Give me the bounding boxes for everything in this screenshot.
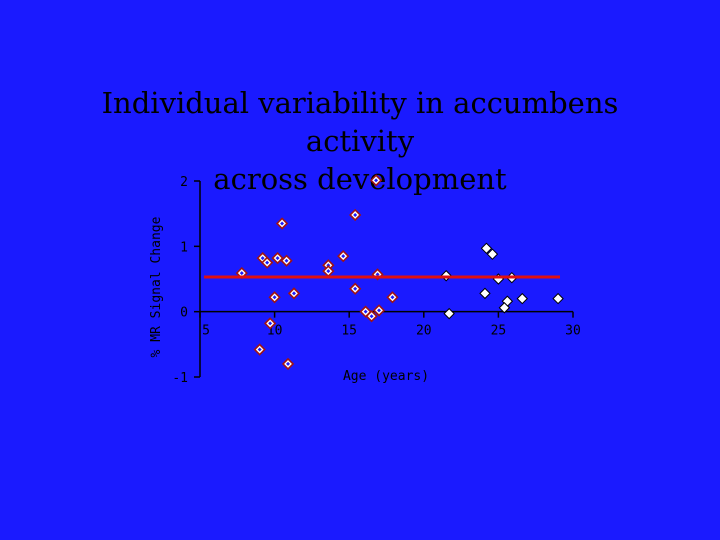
data-point-center [375,272,380,277]
x-ticks: 5 10 15 20 25 30 [199,311,581,339]
data-point [498,302,511,314]
slide-title: Individual variability in accumbens acti… [60,84,660,198]
x-tick-label: 15 [341,324,357,339]
data-point-center [291,291,296,296]
data-point-center [275,256,280,261]
y-tick-label: 0 [180,306,188,321]
data-point [492,273,505,285]
title-line-1: Individual variability in accumbens acti… [101,86,619,158]
data-point-center [284,258,289,263]
data-point-center [272,295,277,300]
data-point-center [326,269,331,274]
data-point-center [286,361,291,366]
y-tick-label: -1 [172,371,188,386]
data-points [235,174,564,371]
y-ticks: -1 0 1 2 [172,175,200,386]
data-point [486,248,499,260]
data-point [480,242,493,255]
y-tick-label: 1 [180,240,188,255]
data-point-center [268,321,273,326]
x-axis-label: Age (years) [343,369,429,384]
x-tick-label: 5 [202,324,210,339]
data-point-center [260,256,265,261]
data-point-center [265,260,270,265]
data-point [479,287,491,300]
data-point-center [257,347,262,352]
data-point-center [239,271,244,276]
x-tick-label: 20 [416,324,432,339]
axes [199,181,573,377]
data-point [552,292,564,305]
data-point-center [374,178,379,183]
data-point-center [341,254,346,259]
data-point-center [363,309,368,314]
y-tick-label: 2 [180,175,188,190]
y-axis-label: % MR Signal Change [149,216,164,357]
data-point-center [390,295,395,300]
data-point-center [369,314,374,319]
data-point [443,307,455,320]
x-tick-label: 30 [565,324,581,339]
x-tick-label: 25 [491,324,507,339]
title-line-2: across development [213,162,507,196]
data-point-center [353,286,358,291]
data-point [516,292,528,305]
data-point-center [353,212,358,217]
data-point-center [377,308,382,313]
data-point-center [280,221,285,226]
